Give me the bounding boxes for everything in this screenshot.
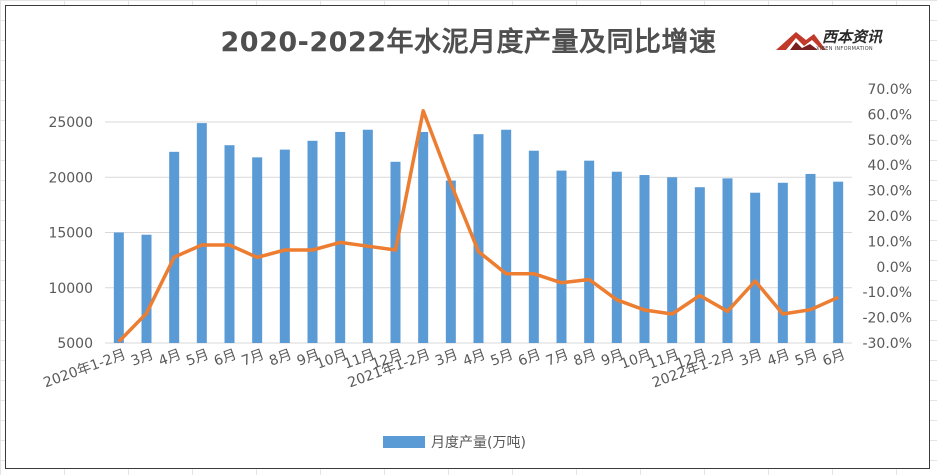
right-tick-label: 10.0% — [868, 234, 912, 250]
left-axis-ticks: 5000 10000 15000 20000 25000 — [48, 115, 93, 352]
right-tick-label: -20.0% — [862, 311, 912, 327]
bar — [196, 123, 207, 343]
bar — [141, 234, 152, 343]
bar — [722, 178, 733, 343]
x-tick-label: 6月 — [212, 347, 239, 370]
logo-text: 西本资讯 — [822, 28, 883, 46]
growth-line-series — [117, 109, 839, 343]
bar — [750, 192, 761, 343]
x-tick-label: 2020年1-2月 — [41, 347, 128, 392]
legend-label: 月度产量(万吨) — [431, 435, 526, 451]
bar — [279, 149, 290, 343]
left-tick-label: 10000 — [48, 281, 93, 297]
x-tick-label: 3月 — [738, 347, 765, 370]
x-tick-label: 6月 — [821, 347, 848, 370]
right-tick-label: 40.0% — [868, 158, 912, 174]
bar — [694, 187, 705, 343]
right-tick-label: 60.0% — [868, 107, 912, 123]
right-tick-label: -10.0% — [862, 285, 912, 301]
bar — [252, 157, 263, 343]
mountain-logo-icon — [776, 32, 826, 50]
x-tick-label: 4月 — [157, 347, 184, 370]
x-tick-label: 6月 — [516, 347, 543, 370]
bar — [833, 181, 844, 343]
right-tick-label: 50.0% — [868, 133, 912, 149]
right-tick-label: 70.0% — [868, 82, 912, 98]
right-tick-label: 0.0% — [876, 260, 912, 276]
bar — [418, 131, 429, 343]
x-tick-label: 9月 — [599, 347, 626, 370]
x-tick-label: 5月 — [489, 347, 516, 370]
bar — [362, 129, 373, 343]
chart-title: 2020-2022年水泥月度产量及同比增速 — [220, 27, 717, 58]
legend-swatch — [383, 436, 425, 448]
x-tick-label: 3月 — [129, 347, 156, 370]
bar — [390, 161, 401, 343]
growth-line — [117, 109, 839, 343]
left-tick-label: 25000 — [48, 115, 93, 131]
right-axis-ticks: -30.0% -20.0% -10.0% 0.0% 10.0% 20.0% 30.0% 40.… — [862, 82, 912, 352]
x-tick-label: 7月 — [240, 347, 267, 370]
bar — [556, 170, 567, 343]
x-tick-label: 5月 — [793, 347, 820, 370]
bar — [113, 232, 124, 343]
left-tick-label: 5000 — [57, 336, 93, 352]
bar — [805, 173, 816, 343]
bar — [445, 180, 456, 343]
bar — [335, 131, 346, 343]
right-tick-label: -30.0% — [862, 336, 912, 352]
bar — [639, 175, 650, 343]
x-tick-label: 8月 — [572, 347, 599, 370]
x-tick-label: 3月 — [433, 347, 460, 370]
bar — [667, 177, 678, 343]
left-tick-label: 20000 — [48, 170, 93, 186]
x-axis-labels: 2020年1-2月 3月 4月 5月 6月 7月 8月 9月10月11月12月2021年1-2… — [41, 347, 847, 392]
right-tick-label: 20.0% — [868, 209, 912, 225]
left-tick-label: 15000 — [48, 226, 93, 242]
logo-subtext: XIBEN INFORMATION — [816, 46, 873, 52]
x-tick-label: 4月 — [461, 347, 488, 370]
bar — [501, 129, 512, 343]
xiben-logo: 西本资讯 XIBEN INFORMATION — [776, 26, 911, 58]
bar — [777, 182, 788, 343]
bar — [169, 151, 180, 343]
bar — [307, 140, 318, 343]
legend: 月度产量(万吨) — [383, 432, 526, 452]
x-tick-label: 7月 — [544, 347, 571, 370]
x-tick-label: 8月 — [267, 347, 294, 370]
bar — [584, 160, 595, 343]
chart-frame[interactable] — [5, 5, 930, 469]
right-tick-label: 30.0% — [868, 184, 912, 200]
bar-series — [113, 123, 844, 343]
x-tick-label: 4月 — [765, 347, 792, 370]
bar — [473, 134, 484, 343]
x-tick-label: 5月 — [184, 347, 211, 370]
bar — [528, 150, 539, 343]
x-tick-label: 9月 — [295, 347, 322, 370]
bar — [611, 171, 622, 343]
